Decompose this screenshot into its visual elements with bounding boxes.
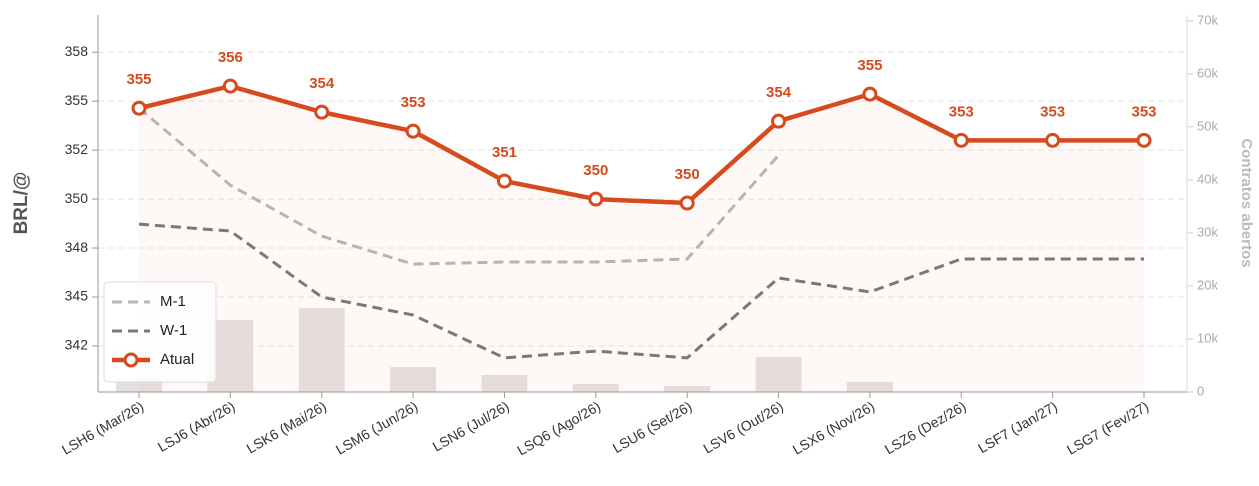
data-label: 356 — [218, 49, 243, 66]
data-label: 353 — [949, 103, 974, 120]
line — [138, 222, 1144, 360]
y2-tick-label: 50k — [1197, 118, 1218, 133]
y2-axis-label: Contratos abertos — [1238, 138, 1255, 267]
marker — [679, 195, 695, 211]
bar — [390, 367, 437, 392]
x-tick-label: LSU6 (Set/26) — [610, 398, 695, 456]
marker — [496, 173, 512, 189]
bar — [572, 384, 619, 392]
x-tick-label: LSV6 (Out/26) — [700, 398, 786, 457]
y-tick-label: 348 — [65, 239, 89, 255]
bar — [481, 375, 528, 392]
line — [138, 107, 780, 266]
marker — [588, 191, 604, 207]
y2-tick-label: 20k — [1197, 277, 1218, 292]
y-tick-label: 358 — [65, 43, 89, 59]
data-label: 355 — [126, 71, 151, 88]
marker — [1045, 132, 1061, 148]
x-tick-label: LSX6 (Nov/26) — [790, 398, 878, 458]
y2-tick-label: 0 — [1197, 383, 1204, 398]
marker — [1136, 132, 1152, 148]
legend-label: W-1 — [160, 322, 187, 339]
x-tick-label: LSH6 (Mar/26) — [59, 398, 147, 458]
data-label: 355 — [857, 57, 882, 74]
y-tick-label: 342 — [65, 337, 89, 353]
y2-tick-label: 60k — [1197, 65, 1218, 80]
legend-label: M-1 — [160, 293, 186, 310]
y-tick-label: 352 — [65, 141, 89, 157]
x-tick-label: LSN6 (Jul/26) — [430, 398, 512, 455]
area — [139, 86, 1144, 392]
data-label: 353 — [1040, 103, 1065, 120]
x-tick-label: LSZ6 (Dez/26) — [882, 398, 969, 457]
marker — [953, 132, 969, 148]
bar — [846, 381, 893, 392]
y-axis-label: BRL/@ — [11, 172, 32, 235]
data-label: 351 — [492, 144, 517, 161]
x-tick-label: LSG7 (Fev/27) — [1064, 398, 1152, 458]
x-tick-label: LSF7 (Jan/27) — [975, 398, 1060, 456]
y2-tick-label: 30k — [1197, 224, 1218, 239]
bar — [664, 386, 711, 392]
y-tick-label: 345 — [65, 288, 89, 304]
bar — [755, 357, 802, 392]
x-tick-label: LSM6 (Jun/26) — [333, 398, 421, 458]
data-label: 350 — [583, 162, 608, 179]
x-tick-label: LSQ6 (Ago/26) — [514, 398, 603, 459]
data-label: 353 — [401, 94, 426, 111]
data-label: 350 — [675, 166, 700, 183]
x-tick-label: LSJ6 (Abr/26) — [155, 398, 238, 455]
data-label: 353 — [1131, 103, 1156, 120]
marker — [405, 123, 421, 139]
legend-label: Atual — [160, 351, 194, 368]
marker — [314, 104, 330, 120]
x-tick-label: LSK6 (Mai/26) — [244, 398, 329, 457]
line — [138, 83, 1144, 206]
y2-tick-label: 10k — [1197, 330, 1218, 345]
marker — [222, 78, 238, 94]
marker — [131, 100, 147, 116]
marker — [862, 86, 878, 102]
y2-tick-label: 70k — [1197, 12, 1218, 27]
y-tick-label: 355 — [65, 92, 89, 108]
legend-marker — [123, 352, 139, 368]
data-label: 354 — [309, 75, 335, 92]
bar — [298, 308, 345, 392]
marker — [771, 113, 787, 129]
y-tick-label: 350 — [65, 190, 89, 206]
y2-tick-label: 40k — [1197, 171, 1218, 186]
legend: M-1 W-1 Atual — [103, 281, 217, 383]
data-label: 354 — [766, 84, 792, 101]
